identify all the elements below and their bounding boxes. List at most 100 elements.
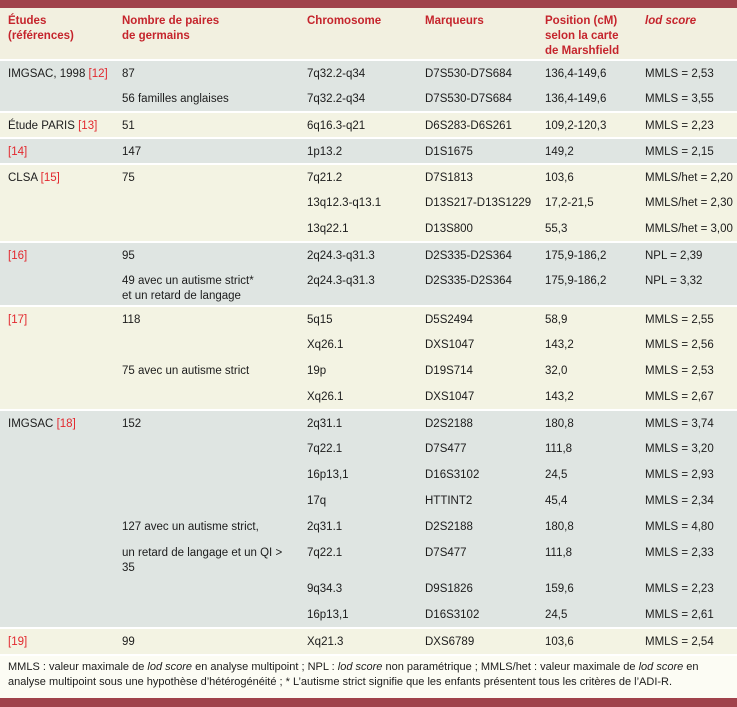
pairs-cell bbox=[114, 190, 299, 216]
pairs-cell bbox=[114, 602, 299, 628]
table-row: 17q HTTINT2 45,4 MMLS = 2,34 bbox=[0, 488, 737, 514]
lodscore-cell: MMLS/het = 2,30 bbox=[645, 197, 733, 209]
table-row: 49 avec un autisme strict* et un retard … bbox=[0, 268, 737, 306]
table-row: [14] 147 1p13.2 D1S1675 149,2 MMLS = 2,15 bbox=[0, 137, 737, 164]
top-accent-bar bbox=[0, 0, 737, 8]
table-row: [19] 99 Xq21.3 DXS6789 103,6 MMLS = 2,54 bbox=[0, 627, 737, 654]
lodscore-cell: NPL = 2,39 bbox=[637, 241, 737, 268]
study-cell bbox=[0, 332, 114, 358]
col-header-paires: Nombre de paires de germains bbox=[114, 8, 299, 61]
chromosome-cell: 7q21.2 bbox=[299, 163, 417, 190]
lodscore-cell: MMLS = 2,67 bbox=[645, 391, 714, 403]
marker-cell: D7S477 bbox=[425, 547, 467, 559]
col-header-position: Position (cM) selon la carte de Marshfie… bbox=[537, 8, 637, 61]
pairs-cell bbox=[114, 384, 299, 410]
pairs-cell bbox=[114, 332, 299, 358]
marker-cell: D5S2494 bbox=[417, 305, 537, 332]
study-cell bbox=[0, 514, 114, 540]
reference-number: [14] bbox=[8, 146, 28, 158]
chromosome-cell: 16p13,1 bbox=[307, 609, 349, 621]
marker-cell: D13S800 bbox=[425, 223, 473, 235]
study-name: Étude PARIS bbox=[8, 120, 75, 132]
chromosome-cell: 16p13,1 bbox=[307, 469, 349, 481]
position-cell: 143,2 bbox=[545, 391, 574, 403]
col-header-label: Nombre de paires de germains bbox=[122, 15, 220, 42]
table-row: Xq26.1 DXS1047 143,2 MMLS = 2,56 bbox=[0, 332, 737, 358]
position-cell: 24,5 bbox=[545, 609, 568, 621]
position-cell: 180,8 bbox=[545, 521, 574, 533]
table-row: 16p13,1 D16S3102 24,5 MMLS = 2,61 bbox=[0, 602, 737, 628]
study-cell: [14] bbox=[0, 137, 114, 164]
position-cell: 159,6 bbox=[545, 583, 574, 595]
study-cell bbox=[0, 576, 114, 602]
pairs-cell: 95 bbox=[114, 241, 299, 268]
position-cell: 111,8 bbox=[545, 547, 573, 559]
reference-number: [12] bbox=[88, 68, 108, 80]
table-header: Études (références) Nombre de paires de … bbox=[0, 8, 737, 61]
marker-cell: D19S714 bbox=[425, 365, 473, 377]
marker-cell: HTTINT2 bbox=[425, 495, 473, 507]
table-row: CLSA [15] 75 7q21.2 D7S1813 103,6 MMLS/het = … bbox=[0, 163, 737, 190]
marker-cell: D16S3102 bbox=[425, 609, 480, 621]
footnote-text-italic: lod score bbox=[638, 661, 684, 673]
study-cell: CLSA [15] bbox=[0, 163, 114, 190]
lodscore-cell: MMLS = 2,56 bbox=[645, 339, 714, 351]
chromosome-cell: 13q12.3-q13.1 bbox=[307, 197, 382, 209]
pairs-cell: 75 bbox=[114, 163, 299, 190]
study-name: CLSA bbox=[8, 172, 38, 184]
chromosome-cell: 2q31.1 bbox=[307, 521, 343, 533]
position-cell: 103,6 bbox=[537, 627, 637, 654]
marker-cell: D2S2188 bbox=[417, 409, 537, 436]
pairs-cell bbox=[114, 462, 299, 488]
lodscore-cell: MMLS = 2,33 bbox=[645, 547, 714, 559]
chromosome-cell: 2q24.3-q31.3 bbox=[307, 275, 375, 287]
reference-number: [17] bbox=[8, 314, 28, 326]
footnote-text: MMLS : valeur maximale de bbox=[8, 661, 148, 673]
chromosome-cell: 7q32.2-q34 bbox=[307, 93, 366, 105]
chromosome-cell: 7q22.1 bbox=[307, 547, 343, 559]
lodscore-cell: NPL = 3,32 bbox=[645, 275, 703, 287]
position-cell: 58,9 bbox=[537, 305, 637, 332]
position-cell: 175,9-186,2 bbox=[545, 275, 607, 287]
footnote-text-italic: lod score bbox=[147, 661, 193, 673]
marker-cell: D7S530-D7S684 bbox=[417, 59, 537, 86]
lodscore-cell: MMLS = 3,74 bbox=[637, 409, 737, 436]
lodscore-cell: MMLS = 2,15 bbox=[637, 137, 737, 164]
col-header-etudes: Études (références) bbox=[0, 8, 114, 61]
col-header-label: Études (références) bbox=[8, 15, 74, 42]
position-cell: 143,2 bbox=[545, 339, 574, 351]
footnote-text-italic: lod score bbox=[337, 661, 383, 673]
pairs-cell: 152 bbox=[114, 409, 299, 436]
chromosome-cell: 5q15 bbox=[299, 305, 417, 332]
position-cell: 136,4-149,6 bbox=[537, 59, 637, 86]
marker-cell: DXS1047 bbox=[425, 391, 475, 403]
col-header-label: Marqueurs bbox=[425, 15, 484, 27]
table-row: 13q12.3-q13.1 D13S217-D13S1229 17,2-21,5 MM… bbox=[0, 190, 737, 216]
reference-number: [13] bbox=[78, 120, 98, 132]
study-cell: IMGSAC, 1998 [12] bbox=[0, 59, 114, 86]
position-cell: 103,6 bbox=[537, 163, 637, 190]
study-cell bbox=[0, 436, 114, 462]
study-name: IMGSAC bbox=[8, 418, 54, 430]
study-cell bbox=[0, 462, 114, 488]
position-cell: 32,0 bbox=[545, 365, 568, 377]
table-row: un retard de langage et un QI > 35 7q22.1… bbox=[0, 540, 737, 576]
chromosome-cell: Xq26.1 bbox=[307, 391, 344, 403]
linkage-table: Études (références) Nombre de paires de … bbox=[0, 8, 737, 654]
table-row: 16p13,1 D16S3102 24,5 MMLS = 2,93 bbox=[0, 462, 737, 488]
table-row: IMGSAC [18] 152 2q31.1 D2S2188 180,8 MMLS = 3… bbox=[0, 409, 737, 436]
study-cell: Étude PARIS [13] bbox=[0, 111, 114, 138]
position-cell: 175,9-186,2 bbox=[537, 241, 637, 268]
lodscore-cell: MMLS = 2,61 bbox=[645, 609, 714, 621]
position-cell: 17,2-21,5 bbox=[545, 197, 594, 209]
pairs-cell: 87 bbox=[114, 59, 299, 86]
reference-number: [16] bbox=[8, 250, 28, 262]
pairs-cell bbox=[114, 576, 299, 602]
marker-cell: D7S477 bbox=[425, 443, 467, 455]
bottom-accent-bar bbox=[0, 698, 737, 707]
pairs-cell bbox=[114, 216, 299, 242]
footnote-text: en analyse multipoint sous une hypothèse… bbox=[8, 661, 699, 688]
lodscore-cell: MMLS/het = 3,00 bbox=[645, 223, 733, 235]
reference-number: [18] bbox=[56, 418, 76, 430]
